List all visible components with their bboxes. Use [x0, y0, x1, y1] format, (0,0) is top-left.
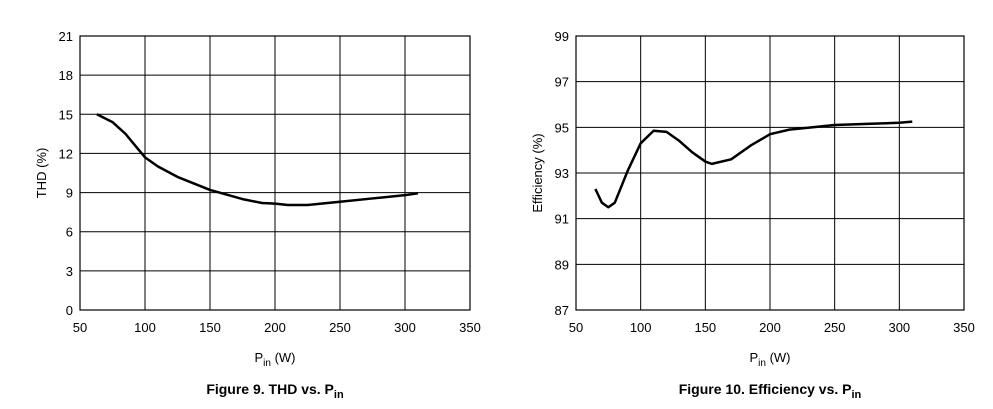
x-axis-label-base: P — [749, 350, 758, 365]
plot-frame — [575, 35, 965, 311]
x-axis-label-subscript: in — [263, 358, 271, 369]
x-tick-label: 150 — [694, 320, 716, 335]
y-tick-label: 87 — [555, 303, 569, 318]
x-tick-label: 50 — [569, 320, 583, 335]
y-tick-label: 91 — [555, 212, 569, 227]
y-axis-label: Efficiency (%) — [530, 133, 545, 212]
x-tick-label: 200 — [264, 320, 286, 335]
y-tick-label: 95 — [555, 120, 569, 135]
y-tick-label: 97 — [555, 75, 569, 90]
x-tick-label: 100 — [630, 320, 652, 335]
chart-title-text: Figure 10. Efficiency vs. P — [679, 381, 852, 397]
data-line — [594, 120, 913, 209]
y-tick-label: 18 — [59, 68, 73, 83]
x-tick-label: 300 — [888, 320, 910, 335]
x-tick-label: 350 — [953, 320, 975, 335]
chart-title-text: Figure 9. THD vs. P — [206, 381, 334, 397]
chart-title-subscript: in — [851, 389, 861, 401]
x-axis-label-base: P — [254, 350, 263, 365]
y-tick-label: 0 — [66, 303, 73, 318]
y-axis-label: THD (%) — [34, 148, 49, 199]
x-tick-label: 150 — [199, 320, 221, 335]
x-tick-label: 100 — [134, 320, 156, 335]
x-tick-label: 350 — [459, 320, 481, 335]
chart-title: Figure 10. Efficiency vs. Pin — [679, 381, 862, 401]
x-tick-label: 300 — [394, 320, 416, 335]
x-axis-label-subscript: in — [758, 358, 766, 369]
plot-frame — [79, 35, 471, 311]
x-axis-label: Pin (W) — [254, 350, 295, 369]
x-tick-label: 250 — [329, 320, 351, 335]
y-tick-label: 12 — [59, 146, 73, 161]
x-tick-label: 250 — [824, 320, 846, 335]
y-tick-label: 89 — [555, 257, 569, 272]
y-tick-label: 15 — [59, 107, 73, 122]
y-tick-label: 9 — [66, 186, 73, 201]
chart-title: Figure 9. THD vs. Pin — [206, 381, 344, 401]
x-axis-label-unit: (W) — [271, 350, 296, 365]
y-tick-label: 99 — [555, 29, 569, 44]
data-line — [96, 113, 419, 207]
x-axis-label: Pin (W) — [749, 350, 790, 369]
y-tick-label: 3 — [66, 264, 73, 279]
x-tick-label: 200 — [759, 320, 781, 335]
y-tick-label: 93 — [555, 166, 569, 181]
chart-title-subscript: in — [334, 389, 344, 401]
y-tick-label: 21 — [59, 29, 73, 44]
x-axis-label-unit: (W) — [766, 350, 791, 365]
y-tick-label: 6 — [66, 225, 73, 240]
x-tick-label: 50 — [73, 320, 87, 335]
